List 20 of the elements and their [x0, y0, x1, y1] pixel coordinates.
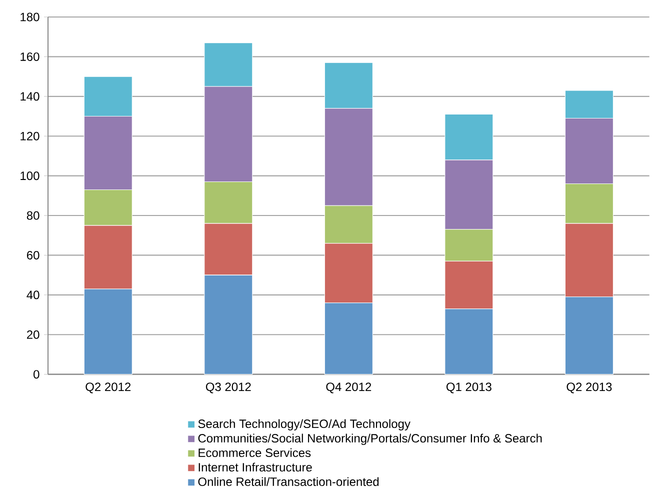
legend-label: Search Technology/SEO/Ad Technology — [198, 419, 410, 431]
x-tick-label: Q1 2013 — [446, 382, 492, 394]
y-tick-label: 100 — [20, 172, 40, 180]
y-tick-label: 40 — [26, 290, 40, 300]
y-tick-label: 20 — [27, 330, 40, 340]
x-tick-label: Q2 2012 — [86, 382, 131, 394]
legend-label: Ecommerce Services — [198, 448, 311, 458]
legend-label: Online Retail/Transaction-oriented — [198, 477, 379, 486]
y-tick-label: 0 — [34, 370, 40, 379]
legend-label: Internet Infrastructure — [198, 462, 312, 472]
y-tick-label: 160 — [20, 52, 40, 62]
y-tick-label: 140 — [20, 92, 40, 101]
x-tick-label: Q3 2012 — [206, 382, 251, 394]
y-tick-label: 120 — [20, 132, 40, 141]
x-tick-label: Q4 2012 — [326, 382, 372, 394]
x-tick-label: Q2 2013 — [566, 382, 612, 394]
y-tick-label: 60 — [27, 251, 40, 260]
legend-label: Communities/Social Networking/Portals/Consumer Info & Search — [198, 434, 542, 446]
y-tick-label: 80 — [26, 211, 40, 220]
y-tick-label: 180 — [20, 12, 40, 22]
